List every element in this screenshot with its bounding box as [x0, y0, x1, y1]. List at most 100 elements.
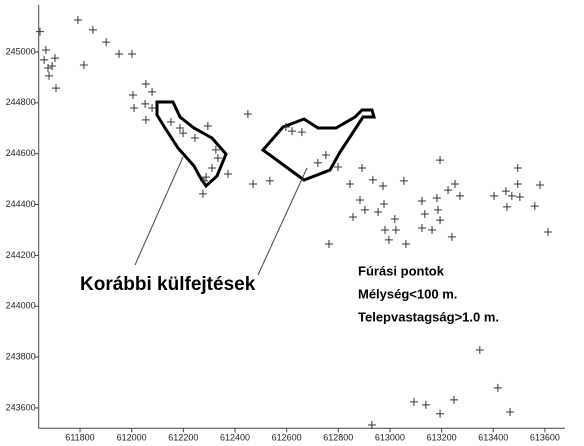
point: [43, 64, 52, 73]
y-tick-label: 244600: [6, 148, 36, 158]
point: [41, 45, 50, 54]
point: [179, 129, 188, 138]
point: [141, 99, 150, 108]
point: [130, 103, 139, 112]
point: [451, 179, 460, 188]
x-tick-label: 613200: [427, 433, 457, 443]
point: [360, 205, 369, 214]
point: [199, 176, 208, 185]
point: [490, 191, 499, 200]
point: [433, 205, 442, 214]
point: [409, 397, 418, 406]
point: [355, 195, 364, 204]
point: [449, 395, 458, 404]
leader-line: [134, 156, 184, 266]
point: [417, 223, 426, 232]
y-tick-label: 245000: [6, 46, 36, 56]
point: [535, 180, 544, 189]
point: [380, 200, 389, 209]
point: [45, 71, 54, 80]
point: [141, 80, 150, 89]
point: [281, 123, 290, 132]
point: [334, 162, 343, 171]
point: [243, 110, 252, 119]
point: [515, 192, 524, 201]
point: [507, 191, 516, 200]
point: [444, 186, 453, 195]
point: [384, 235, 393, 244]
point: [399, 176, 408, 185]
point: [52, 84, 61, 93]
point: [421, 400, 430, 409]
point: [198, 189, 207, 198]
point: [374, 207, 383, 216]
mine-outline: [155, 100, 228, 189]
point: [455, 191, 464, 200]
x-tick-label: 613000: [375, 433, 405, 443]
point: [148, 87, 157, 96]
point: [224, 170, 233, 179]
y-tick-label: 244400: [6, 199, 36, 209]
point: [249, 179, 258, 188]
point: [401, 239, 410, 248]
point: [367, 420, 376, 429]
x-tick-label: 613400: [478, 433, 508, 443]
point: [213, 154, 222, 163]
point: [502, 202, 511, 211]
point: [141, 115, 150, 124]
point: [48, 62, 57, 71]
point: [358, 163, 367, 172]
point: [148, 103, 157, 112]
point: [493, 383, 502, 392]
point: [128, 90, 137, 99]
point: [127, 50, 136, 59]
y-tick-label: 244200: [6, 250, 36, 260]
point: [513, 179, 522, 188]
annotation: Fúrási pontok: [358, 263, 445, 278]
point: [313, 158, 322, 167]
point: [378, 182, 387, 191]
point: [436, 216, 445, 225]
point: [40, 55, 49, 64]
point: [265, 176, 274, 185]
point: [202, 173, 211, 182]
point: [88, 25, 97, 34]
leader-line: [257, 167, 308, 276]
point: [50, 54, 59, 63]
point: [436, 156, 445, 165]
point: [73, 15, 82, 24]
x-tick-label: 612000: [117, 433, 147, 443]
point: [391, 225, 400, 234]
point: [345, 179, 354, 188]
point: [390, 215, 399, 224]
y-tick-label: 243600: [6, 402, 36, 412]
annotation: Korábbi külfejtések: [80, 274, 256, 295]
point: [447, 232, 456, 241]
point: [530, 202, 539, 211]
point: [211, 145, 220, 154]
point: [190, 133, 199, 142]
x-tick-label: 612200: [168, 433, 198, 443]
point: [432, 193, 441, 202]
y-tick-label: 244000: [6, 301, 36, 311]
x-tick-label: 612800: [323, 433, 353, 443]
x-tick-label: 612600: [272, 433, 302, 443]
x-tick-label: 611800: [65, 433, 94, 443]
y-tick-label: 244800: [6, 97, 36, 107]
point: [417, 197, 426, 206]
point: [324, 239, 333, 248]
point: [428, 225, 437, 234]
point: [501, 187, 510, 196]
point: [79, 60, 88, 69]
point: [321, 150, 330, 159]
point: [288, 127, 297, 136]
point: [102, 38, 111, 47]
point: [166, 117, 175, 126]
annotation: Telepvastagság>1.0 m.: [358, 309, 499, 324]
x-tick-label: 613600: [530, 433, 560, 443]
point: [35, 27, 44, 36]
y-tick-label: 243800: [6, 351, 36, 361]
point: [175, 124, 184, 133]
point: [420, 209, 429, 218]
